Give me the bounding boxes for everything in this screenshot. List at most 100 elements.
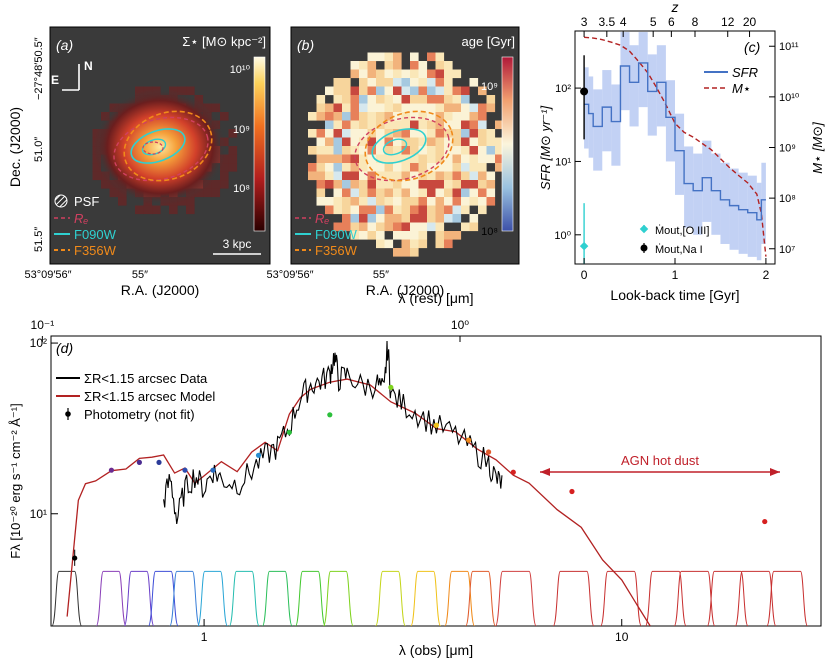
age-pixel (350, 129, 360, 138)
age-pixel (376, 222, 385, 232)
age-pixel (333, 120, 343, 130)
filter-curve (169, 570, 201, 626)
density-pixel (177, 86, 187, 96)
panel-a-xlabel: R.A. (J2000) (121, 282, 200, 298)
sfr-band (665, 80, 675, 162)
age-pixel (435, 86, 445, 96)
age-pixel (376, 205, 385, 215)
age-pixel (367, 61, 377, 70)
age-pixel (350, 214, 360, 223)
age-pixel (384, 95, 394, 104)
panel-a: (a) Σ⋆ [M⊙ kpc⁻²] 10¹⁰ 10⁹ 10⁸ N E PSF R… (7, 26, 271, 298)
panel-c-label: (c) (744, 39, 760, 55)
age-pixel (384, 69, 394, 79)
c-ztick-label: 5 (650, 15, 657, 29)
sfr-band (620, 32, 630, 111)
age-pixel (418, 231, 428, 240)
age-pixel (410, 61, 419, 70)
age-pixel (469, 171, 479, 181)
panel-c-z-label: z (671, 0, 679, 15)
age-pixel (342, 146, 351, 155)
age-pixel (376, 214, 385, 223)
panel-c-xlabel: Look-back time [Gyr] (610, 287, 739, 303)
age-pixel (418, 78, 428, 87)
age-pixel (435, 78, 445, 87)
age-pixel (325, 137, 334, 147)
age-pixel (461, 163, 470, 172)
age-pixel (359, 129, 368, 138)
panel-b-ra-tick-55: 55″ (373, 269, 389, 281)
age-pixel (325, 146, 334, 155)
age-pixel (410, 248, 419, 257)
compass: N E (51, 59, 93, 91)
sfr-band (720, 162, 730, 244)
scalebar-label: 3 kpc (223, 237, 252, 251)
density-pixel (228, 146, 238, 155)
age-pixel (393, 137, 402, 147)
d-toptick-label: 10⁻¹ (31, 318, 55, 332)
age-pixel (376, 129, 385, 138)
density-pixel (118, 197, 127, 206)
age-pixel (359, 163, 368, 172)
age-pixel (410, 163, 419, 172)
age-pixel (325, 171, 334, 181)
panel-a-cbar-tick-1e8: 10⁸ (233, 183, 250, 195)
filter-curve (465, 570, 496, 626)
filter-curve (600, 570, 642, 626)
photometry-point (255, 452, 262, 458)
photometry-points (72, 384, 768, 566)
age-pixel (376, 86, 385, 96)
panel-d-xlabel: λ (obs) [μm] (399, 642, 473, 658)
age-pixel (469, 163, 479, 172)
age-pixel (342, 197, 351, 206)
age-pixel (435, 95, 445, 104)
age-pixel (350, 137, 360, 147)
legend-nai: Ṁout,Na I (655, 243, 703, 256)
sfr-band (756, 182, 762, 261)
age-pixel (350, 86, 360, 96)
age-pixel (350, 231, 360, 240)
age-pixel (342, 171, 351, 181)
age-pixel (393, 52, 402, 62)
age-pixel (452, 154, 462, 164)
panel-a-galaxy-glow (94, 89, 226, 205)
age-pixel (393, 95, 402, 104)
age-pixel (401, 129, 411, 138)
age-pixel (333, 171, 343, 181)
age-pixel (384, 205, 394, 215)
sfr-band (656, 45, 666, 127)
sfr-band (684, 146, 694, 228)
age-pixel (444, 78, 453, 87)
age-pixel (342, 214, 351, 223)
dec-tick-51.5: 51.5″ (33, 227, 45, 252)
age-pixel (444, 146, 453, 155)
age-pixel (469, 180, 479, 189)
age-pixel (418, 112, 428, 121)
panel-a-colorbar (253, 56, 266, 232)
age-pixel (461, 205, 470, 215)
age-pixel (359, 78, 368, 87)
age-pixel (333, 180, 343, 189)
panel-b-re-contour (354, 116, 450, 182)
age-pixel (427, 103, 436, 113)
age-pixel (444, 239, 453, 249)
age-pixel (427, 222, 436, 232)
legend-data: ΣR<1.15 arcsec Data (84, 371, 208, 386)
sfr-band (747, 175, 757, 257)
age-pixel (350, 61, 360, 70)
age-pixel (342, 120, 351, 130)
panel-b-legend-f090w: F090W (315, 227, 358, 242)
age-pixel (384, 197, 394, 206)
panel-b-legend-f356w: F356W (315, 243, 358, 258)
age-pixel (333, 112, 343, 121)
age-pixel (444, 95, 453, 104)
age-pixel (410, 231, 419, 240)
panel-b-colorbar (501, 56, 514, 232)
panel-d: 1 10 10² 10¹ 10⁻¹ 10⁰ (d) λ (rest) [μm] λ (ob… (8, 290, 822, 658)
age-pixel (444, 231, 453, 240)
age-pixel (478, 171, 487, 181)
age-pixel (359, 214, 368, 223)
age-pixel (452, 129, 462, 138)
age-pixel (469, 154, 479, 164)
